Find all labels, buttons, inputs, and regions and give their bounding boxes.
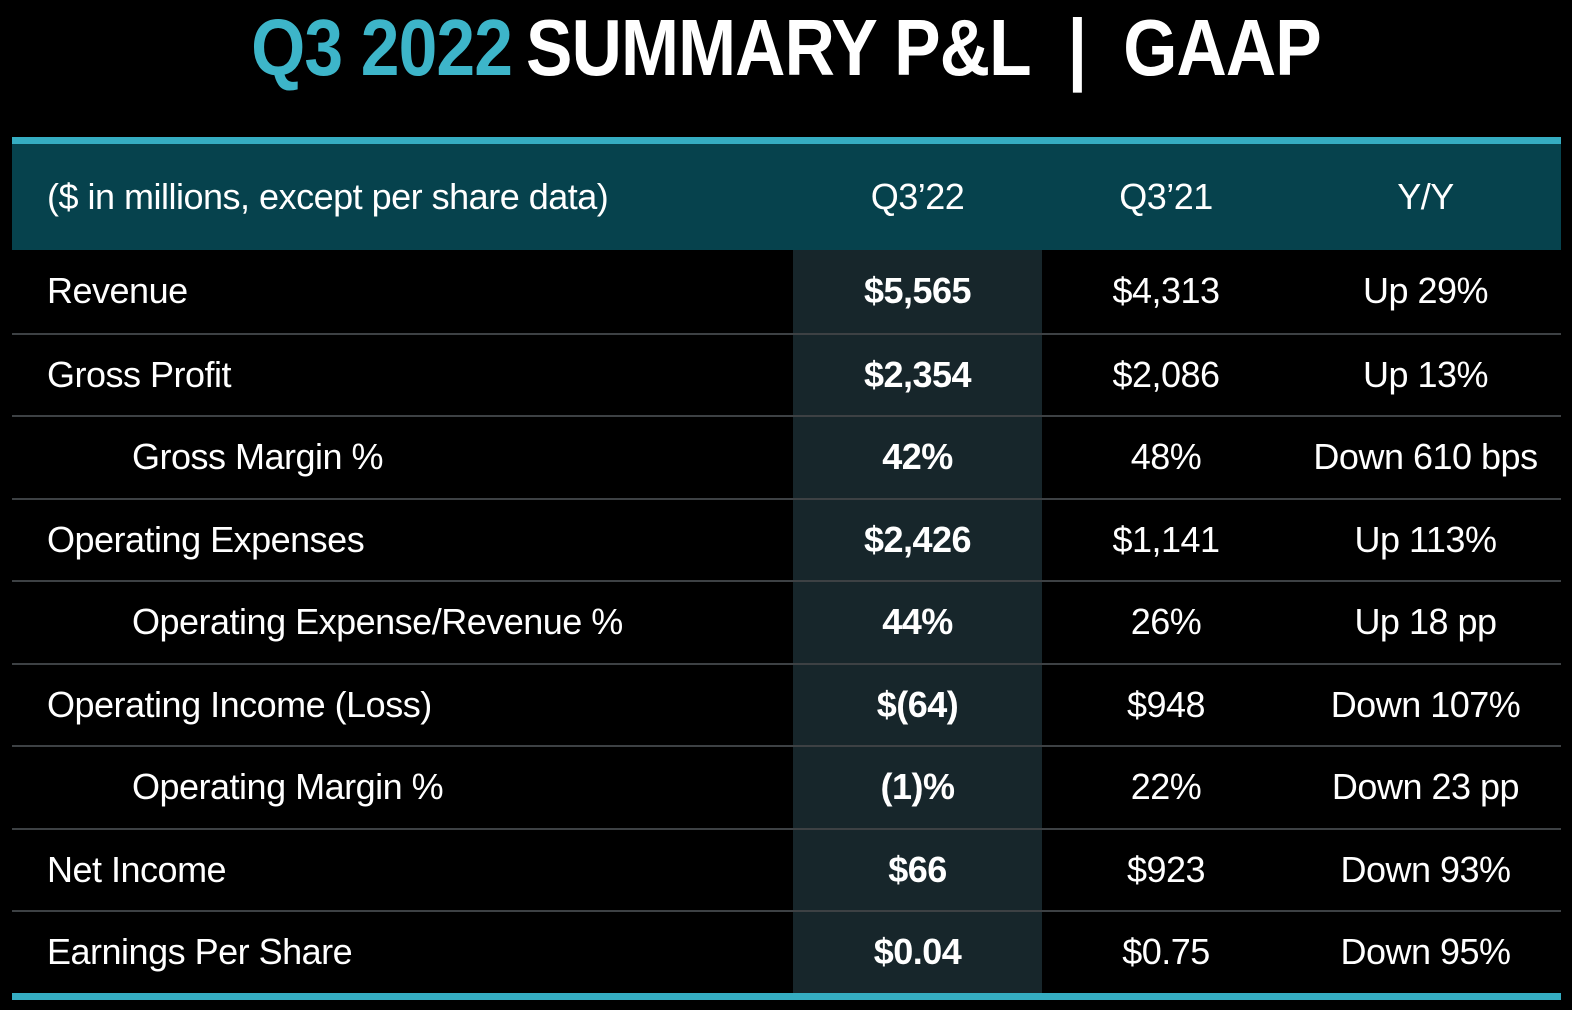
q322-value: $5,565	[793, 250, 1042, 333]
table-row-eps: Earnings Per Share $0.04 $0.75 Down 95%	[12, 910, 1561, 993]
title-quarter: Q3 2022	[251, 3, 513, 92]
column-header-q322: Q3’22	[870, 176, 965, 217]
yy-value: Up 13%	[1362, 353, 1489, 395]
q321-value: 22%	[1130, 766, 1202, 808]
row-label: Revenue	[47, 270, 188, 312]
q321-value: 48%	[1130, 436, 1202, 478]
q322-value: $66	[793, 829, 1042, 910]
yy-value: Down 93%	[1340, 848, 1511, 890]
q321-value: $923	[1126, 848, 1206, 890]
pl-table: ($ in millions, except per share data) Q…	[12, 137, 1561, 1000]
bottom-accent-bar	[12, 992, 1561, 1000]
q322-value: $2,354	[793, 334, 1042, 415]
yy-value: Up 18 pp	[1354, 601, 1497, 643]
yy-value: Down 95%	[1340, 931, 1511, 973]
table-row-net-income: Net Income $66 $923 Down 93%	[12, 827, 1561, 910]
column-header-yy: Y/Y	[1397, 176, 1454, 217]
row-label: Operating Expenses	[47, 518, 365, 560]
yy-value: Up 113%	[1354, 518, 1497, 560]
yy-value: Down 23 pp	[1331, 766, 1520, 808]
row-label: Operating Income (Loss)	[47, 683, 432, 725]
q321-value: $948	[1126, 683, 1206, 725]
table-row-revenue: Revenue $5,565 $4,313 Up 29%	[12, 250, 1561, 333]
q322-value: $2,426	[793, 499, 1042, 580]
q321-value: 26%	[1130, 601, 1202, 643]
q322-value: (1)%	[793, 747, 1042, 828]
row-label: Gross Profit	[47, 353, 232, 395]
yy-value: Down 610 bps	[1313, 436, 1538, 478]
yy-value: Up 29%	[1362, 270, 1489, 312]
q321-value: $0.75	[1122, 931, 1210, 973]
table-caption: ($ in millions, except per share data)	[47, 176, 609, 217]
page-title: Q3 2022 SUMMARY P&L | GAAP	[102, 0, 1470, 90]
table-row-operating-expenses: Operating Expenses $2,426 $1,141 Up 113%	[12, 497, 1561, 580]
row-label: Operating Expense/Revenue %	[132, 601, 623, 643]
q321-value: $4,313	[1112, 270, 1220, 312]
column-header-q321: Q3’21	[1119, 176, 1213, 217]
title-rest: SUMMARY P&L | GAAP	[526, 3, 1322, 92]
table-row-operating-income: Operating Income (Loss) $(64) $948 Down …	[12, 662, 1561, 745]
table-row-gross-margin: Gross Margin % 42% 48% Down 610 bps	[12, 415, 1561, 498]
row-label: Gross Margin %	[132, 436, 384, 478]
table-row-opex-revenue: Operating Expense/Revenue % 44% 26% Up 1…	[12, 580, 1561, 663]
row-label: Operating Margin %	[132, 766, 444, 808]
yy-value: Down 107%	[1330, 683, 1521, 725]
table-row-gross-profit: Gross Profit $2,354 $2,086 Up 13%	[12, 332, 1561, 415]
q321-value: $2,086	[1112, 353, 1220, 395]
table-header-row: ($ in millions, except per share data) Q…	[12, 137, 1561, 250]
q322-value: 44%	[793, 582, 1042, 663]
row-label: Earnings Per Share	[47, 931, 353, 973]
q321-value: $1,141	[1112, 518, 1220, 560]
q322-value: $0.04	[793, 912, 1042, 993]
table-row-operating-margin: Operating Margin % (1)% 22% Down 23 pp	[12, 745, 1561, 828]
q322-value: $(64)	[793, 664, 1042, 745]
q322-value: 42%	[793, 417, 1042, 498]
row-label: Net Income	[47, 848, 227, 890]
